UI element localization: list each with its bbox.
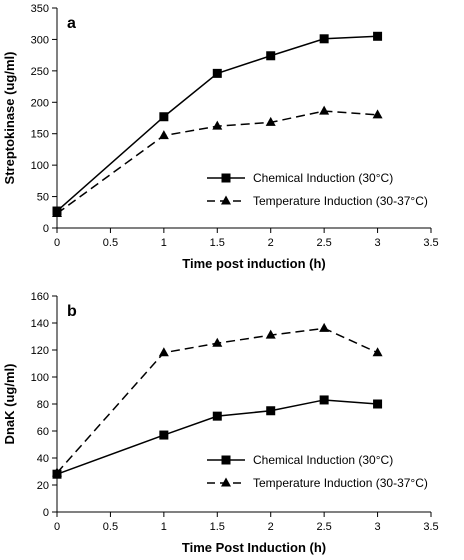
- x-tick-label: 3: [375, 237, 381, 249]
- data-point-square: [319, 395, 329, 405]
- data-point-square: [319, 34, 329, 44]
- y-tick-label: 100: [31, 160, 49, 172]
- data-point-square: [212, 68, 222, 78]
- data-point-square: [373, 31, 383, 41]
- y-tick-label: 160: [31, 291, 49, 303]
- x-tick-label: 2: [268, 521, 274, 533]
- data-point-triangle: [212, 337, 223, 347]
- legend-marker-triangle: [221, 477, 231, 487]
- legend-marker-triangle: [221, 195, 231, 205]
- y-axis-title: DnaK (ug/ml): [2, 364, 17, 445]
- data-point-triangle: [319, 105, 330, 115]
- y-tick-label: 140: [31, 318, 49, 330]
- x-tick-label: 3.5: [423, 521, 438, 533]
- legend-label: Temperature Induction (30-37°C): [253, 194, 428, 208]
- data-point-square: [373, 399, 383, 409]
- data-point-triangle: [158, 347, 169, 357]
- x-axis-title: Time post induction (h): [182, 256, 325, 271]
- series-line-square: [56, 35, 378, 212]
- chart-panel-a: 0 50 100 150 200 250 300 350 0 0.5 1 1.5 2 2.5 3 3.5 Tim…: [2, 3, 439, 271]
- panel-label: a: [67, 15, 76, 32]
- y-tick-label: 200: [31, 97, 49, 109]
- legend-item: Temperature Induction (30-37°C): [207, 194, 428, 208]
- x-tick-label: 0.5: [103, 521, 118, 533]
- x-tick-label: 2: [268, 237, 274, 249]
- x-tick-label: 0: [54, 237, 60, 249]
- y-tick-label: 50: [37, 192, 49, 204]
- data-point-square: [159, 112, 169, 122]
- x-tick-label: 3.5: [423, 237, 438, 249]
- legend-label: Chemical Induction (30°C): [253, 171, 393, 185]
- x-axis-title: Time Post Induction (h): [182, 540, 326, 555]
- series-line-square: [56, 399, 378, 475]
- legend-item: Temperature Induction (30-37°C): [207, 476, 428, 490]
- legend-label: Chemical Induction (30°C): [253, 453, 393, 467]
- panel-label: b: [67, 303, 77, 320]
- data-point-triangle: [52, 467, 62, 477]
- series-line-triangle: [56, 327, 378, 474]
- y-tick-label: 150: [31, 129, 49, 141]
- x-tick-label: 1.5: [210, 237, 225, 249]
- data-point-triangle: [372, 109, 383, 119]
- data-point-triangle: [265, 116, 276, 126]
- y-tick-label: 40: [37, 453, 49, 465]
- legend-marker-square: [221, 455, 231, 465]
- data-point-triangle: [52, 208, 62, 218]
- data-point-triangle: [265, 329, 276, 339]
- y-tick-label: 0: [43, 507, 49, 519]
- x-tick-label: 1: [161, 521, 167, 533]
- data-point-square: [212, 411, 222, 421]
- data-point-square: [266, 51, 276, 61]
- y-tick-label: 250: [31, 66, 49, 78]
- series-line-triangle: [56, 110, 378, 215]
- legend-item: Chemical Induction (30°C): [207, 171, 393, 185]
- data-point-triangle: [319, 322, 330, 332]
- y-tick-label: 100: [31, 372, 49, 384]
- x-tick-label: 3: [375, 521, 381, 533]
- x-tick-label: 0.5: [103, 237, 118, 249]
- x-tick-label: 1: [161, 237, 167, 249]
- x-tick-label: 1.5: [210, 521, 225, 533]
- data-point-triangle: [372, 347, 383, 357]
- y-tick-label: 350: [31, 3, 49, 15]
- data-point-square: [266, 406, 276, 416]
- y-tick-label: 20: [37, 480, 49, 492]
- y-tick-label: 80: [37, 399, 49, 411]
- data-point-triangle: [158, 130, 169, 140]
- y-tick-label: 120: [31, 345, 49, 357]
- chart-panel-b: 0 20 40 60 80 100 120 140 160 0 0.5 1 1.5 2 2.5 3 3.5 Tim…: [2, 291, 439, 555]
- legend-label: Temperature Induction (30-37°C): [253, 476, 428, 490]
- legend-item: Chemical Induction (30°C): [207, 453, 393, 467]
- x-tick-label: 2.5: [316, 521, 331, 533]
- x-tick-label: 2.5: [316, 237, 331, 249]
- y-axis-title: Streptokinase (ug/ml): [2, 52, 17, 185]
- legend-marker-square: [221, 173, 231, 183]
- y-tick-label: 300: [31, 34, 49, 46]
- y-tick-label: 0: [43, 223, 49, 235]
- data-point-triangle: [212, 120, 223, 130]
- data-point-square: [159, 430, 169, 440]
- x-tick-label: 0: [54, 521, 60, 533]
- y-tick-label: 60: [37, 426, 49, 438]
